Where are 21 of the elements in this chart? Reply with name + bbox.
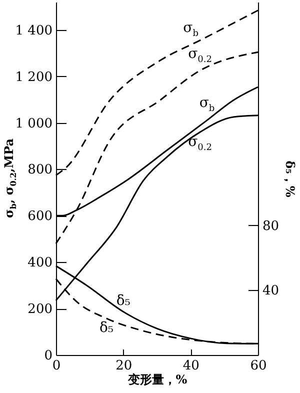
x-tick-label: 40 xyxy=(182,358,200,374)
y-tick-label: 1 000 xyxy=(15,116,52,132)
y-tick-label: 800 xyxy=(28,162,52,178)
y-tick-label: 1 400 xyxy=(15,23,52,38)
annotation: δ₅ xyxy=(100,320,114,336)
y2-axis-title: δ₅，% xyxy=(283,160,298,198)
y2-tick-label: 40 xyxy=(262,284,280,299)
annotation: σ$_{0.2}$ xyxy=(188,134,212,155)
y-tick-label: 200 xyxy=(28,302,52,318)
y-tick-label: 600 xyxy=(28,209,52,224)
x-tick-label: 20 xyxy=(116,358,132,374)
annotation: σ$_{b}$ xyxy=(183,20,198,41)
y-tick-label: 400 xyxy=(28,256,52,271)
x-tick-label: 60 xyxy=(250,358,267,374)
x-axis-title: 变形量，% xyxy=(126,372,188,386)
y2-tick-label: 80 xyxy=(262,218,280,234)
annotation: σ$_{0.2}$ xyxy=(188,46,212,66)
annotation: σ$_{b}$ xyxy=(199,95,215,116)
y-tick-label: 1 200 xyxy=(15,70,52,85)
y-tick-label: 0 xyxy=(44,348,52,364)
annotation: δ₅ xyxy=(116,292,130,309)
